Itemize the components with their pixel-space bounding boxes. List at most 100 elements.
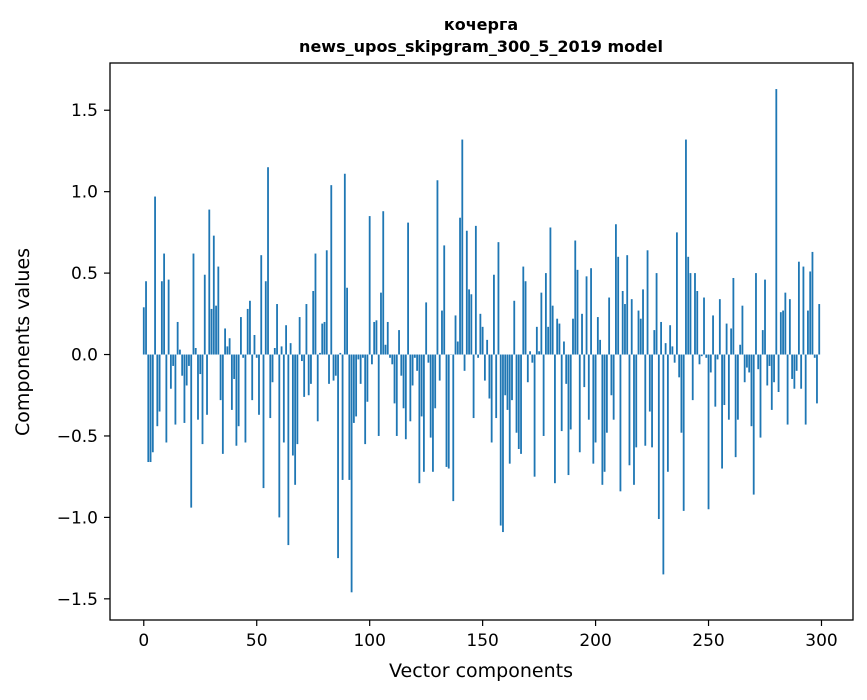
bar [335,355,337,376]
bar [215,306,217,355]
bar [649,355,651,412]
bar [531,355,533,363]
bar [165,355,167,443]
bar [626,255,628,354]
bar [423,355,425,472]
bar [787,355,789,425]
bar [728,355,730,420]
bar [789,299,791,354]
bar [389,355,391,358]
bar [812,252,814,355]
bar [559,324,561,355]
bar [642,289,644,354]
bar [283,355,285,443]
bar [778,355,780,392]
bar [339,353,341,355]
bar [290,343,292,354]
bar [690,273,692,354]
bar [814,355,816,358]
bar [177,322,179,355]
bar [676,232,678,354]
bar [615,224,617,354]
bar [348,355,350,480]
bar [606,355,608,433]
bar [816,355,818,404]
bar [570,355,572,430]
bar [595,355,597,443]
chart-title: кочерга [444,15,518,34]
bar [662,355,664,575]
bar [193,254,195,355]
bar [486,340,488,355]
bar [577,270,579,355]
bar [509,355,511,464]
bar [658,355,660,519]
bar [520,355,522,454]
bar [556,319,558,355]
bar [391,355,393,365]
bar [206,355,208,415]
y-tick-label: −1.5 [57,590,98,610]
bar [367,355,369,402]
bar [746,355,748,368]
bar [428,355,430,363]
y-tick-label: 1.5 [71,101,98,121]
bar [143,307,145,354]
bar [796,355,798,371]
bar [683,355,685,511]
bar [217,267,219,355]
bar [175,355,177,425]
bar [328,355,330,384]
bar [484,355,486,381]
bar [669,325,671,354]
bar [473,355,475,419]
bar [197,355,199,420]
bar [714,355,716,407]
y-tick-label: 0.0 [71,346,98,366]
bar [466,231,468,355]
bar [247,309,249,355]
bar [351,355,353,593]
bar [310,355,312,384]
bar [394,355,396,404]
bar [233,355,235,379]
bar [251,355,253,401]
bar [748,355,750,373]
bar [477,355,479,358]
bar [671,346,673,354]
bar [730,328,732,354]
bar [188,355,190,366]
bar [644,355,646,446]
bar [737,355,739,420]
bar [780,312,782,354]
bar [455,315,457,354]
bar [744,355,746,383]
bar [434,355,436,409]
bar [583,355,585,388]
bar [708,355,710,510]
bar [692,355,694,401]
bar [586,276,588,354]
bar [489,355,491,399]
bar [545,273,547,354]
bar [414,355,416,358]
bar [678,355,680,378]
bar [475,226,477,355]
bar [638,311,640,355]
bar [710,355,712,373]
bar [798,262,800,355]
bar [705,355,707,358]
bar [493,275,495,355]
bar [755,273,757,354]
bar [405,355,407,440]
bar [256,355,258,358]
bar [382,211,384,354]
bar [563,342,565,355]
bar [769,355,771,366]
bar [172,355,174,366]
x-axis-label: Vector components [389,660,573,682]
bar [498,242,500,354]
bar [425,302,427,354]
x-tick-label: 0 [138,631,149,651]
